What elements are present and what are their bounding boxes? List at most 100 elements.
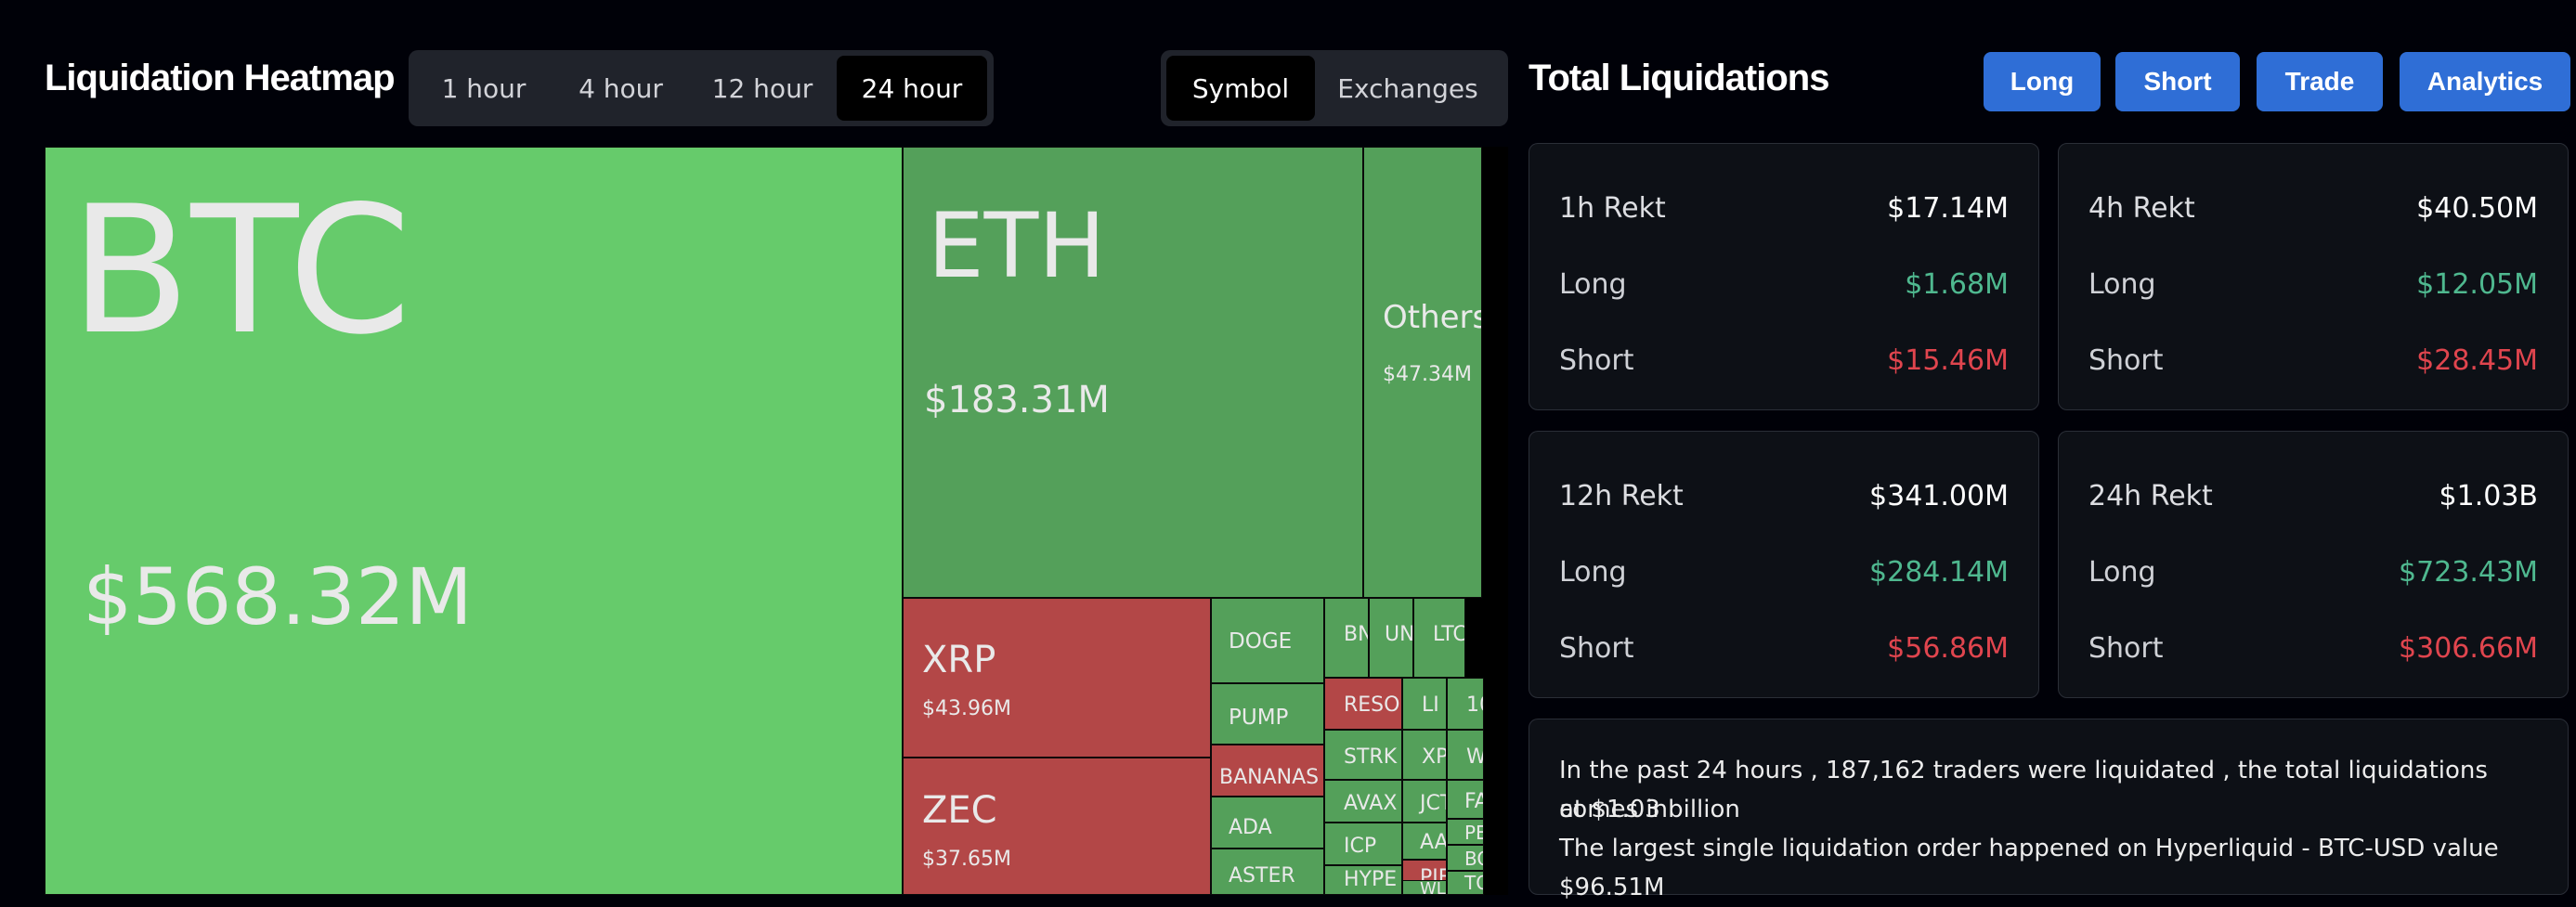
tab-exchanges[interactable]: Exchanges [1337,72,1478,104]
card-total: $341.00M [1869,479,2009,512]
heatmap-tile-eth[interactable]: ETH $183.31M [903,147,1363,598]
heatmap-tile-aster[interactable]: ASTER [1211,849,1324,895]
tile-symbol: PE [1464,822,1483,844]
long-value: $1.68M [1905,267,2009,301]
short-value: $28.45M [2416,343,2538,377]
heatmap-tile-bo[interactable]: BO [1447,845,1484,871]
long-value: $723.43M [2399,555,2538,589]
short-button[interactable]: Short [2115,52,2240,111]
tab-symbol[interactable]: Symbol [1166,56,1315,121]
tile-value: $183.31M [924,379,1110,421]
heatmap-title: Liquidation Heatmap [45,58,396,98]
card-24h-rekt: 24h Rekt $1.03B Long $723.43M Short $306.66… [2058,431,2569,698]
tile-symbol: AAV [1420,831,1447,854]
tile-symbol: FA [1464,790,1483,813]
tile-symbol: XPL [1422,745,1446,769]
short-label: Short [1559,343,1634,377]
summary-line-2: at $1.03 billion [1559,796,1740,823]
heatmap-tile-pe[interactable]: PE [1447,819,1484,845]
tile-symbol: WLI [1420,880,1446,895]
card-title: 24h Rekt [2088,479,2213,512]
tile-symbol: ICP [1344,835,1377,858]
tile-value: $568.32M [83,551,473,642]
tile-symbol: JCT [1420,792,1446,815]
tile-symbol: PUMP [1229,706,1289,730]
timeframe-selector: 1 hour 4 hour 12 hour 24 hour [409,50,994,126]
trade-button[interactable]: Trade [2257,52,2383,111]
heatmap-tile-ltc[interactable]: LTC [1413,598,1465,678]
analytics-button[interactable]: Analytics [2400,52,2570,111]
view-selector: Symbol Exchanges [1161,50,1508,126]
heatmap-tile-avax[interactable]: AVAX [1324,780,1402,823]
heatmap-tile-pump[interactable]: PUMP [1211,683,1324,745]
tile-symbol: RESO [1344,693,1400,717]
card-title: 1h Rekt [1559,191,1666,225]
heatmap-tile-doge[interactable]: DOGE [1211,598,1324,683]
tile-symbol: Others [1383,299,1482,336]
heatmap-tile-jct[interactable]: JCT [1402,780,1447,823]
heatmap-tile-btc[interactable]: BTC $568.32M [45,147,903,895]
heatmap-tile-10[interactable]: 10 [1447,678,1484,730]
tile-symbol: ASTER [1229,864,1295,888]
long-value: $12.05M [2416,267,2538,301]
tile-symbol: BANANAS [1219,766,1320,789]
heatmap-tile-w[interactable]: W [1447,730,1484,780]
tile-value: $37.65M [922,848,1011,871]
tile-symbol: LI [1422,693,1439,717]
heatmap-tile-icp[interactable]: ICP [1324,823,1402,865]
heatmap-tile-li[interactable]: LI [1402,678,1447,730]
short-label: Short [1559,631,1634,665]
heatmap-tile-bananas[interactable]: BANANAS [1211,745,1324,797]
tile-symbol: HYPE [1344,868,1398,891]
tab-12-hour[interactable]: 12 hour [711,72,813,104]
heatmap-tile-zec[interactable]: ZEC $37.65M [903,758,1211,895]
heatmap-tile-wli[interactable]: WLI [1402,880,1447,895]
long-label: Long [2088,555,2156,589]
heatmap-tile-uni[interactable]: UNI [1369,598,1413,678]
tile-value: $47.34M [1383,363,1472,386]
summary-line-1: In the past 24 hours , 187,162 traders w… [1559,757,2488,823]
heatmap-tile-fa[interactable]: FA [1447,780,1484,819]
tile-symbol: ETH [928,194,1106,298]
heatmap-tile-bnb[interactable]: BNB [1324,598,1369,678]
heatmap-tile-ada[interactable]: ADA [1211,797,1324,849]
total-liquidations-title: Total Liquidations [1529,58,1829,98]
tile-symbol: UNI [1385,623,1413,646]
heatmap-tile-xpl[interactable]: XPL [1402,730,1447,780]
tile-symbol: TO [1464,872,1483,894]
short-value: $306.66M [2399,631,2538,665]
tile-symbol: BO [1464,848,1483,870]
card-12h-rekt: 12h Rekt $341.00M Long $284.14M Short $56.8… [1529,431,2039,698]
short-value: $56.86M [1887,631,2009,665]
tab-24-hour[interactable]: 24 hour [837,56,987,121]
heatmap-tile-to[interactable]: TO [1447,871,1484,895]
tile-symbol: 10 [1466,693,1483,717]
heatmap-tile-hype[interactable]: HYPE [1324,865,1402,895]
card-1h-rekt: 1h Rekt $17.14M Long $1.68M Short $15.46M [1529,143,2039,410]
long-button[interactable]: Long [1984,52,2101,111]
heatmap-tile-xrp[interactable]: XRP $43.96M [903,598,1211,758]
tile-symbol: XRP [922,639,996,681]
tile-symbol: AVAX [1344,792,1398,815]
card-total: $17.14M [1887,191,2009,225]
tab-1-hour[interactable]: 1 hour [441,72,527,104]
heatmap-tile-others[interactable]: Others $47.34M [1363,147,1482,598]
tile-symbol: STRK [1344,745,1398,769]
long-label: Long [1559,555,1627,589]
card-4h-rekt: 4h Rekt $40.50M Long $12.05M Short $28.45M [2058,143,2569,410]
liquidation-heatmap: BTC $568.32M ETH $183.31M Others $47.34M XRP $4… [45,147,1508,895]
short-value: $15.46M [1887,343,2009,377]
card-total: $1.03B [2439,479,2538,512]
tab-4-hour[interactable]: 4 hour [579,72,663,104]
card-title: 12h Rekt [1559,479,1684,512]
tile-symbol: DOGE [1229,629,1293,654]
card-title: 4h Rekt [2088,191,2195,225]
tile-symbol: ZEC [922,789,997,832]
heatmap-tile-aav[interactable]: AAV [1402,823,1447,860]
long-label: Long [2088,267,2156,301]
short-label: Short [2088,631,2164,665]
tile-symbol: BTC [70,168,411,373]
heatmap-tile-reso[interactable]: RESO [1324,678,1402,730]
tile-symbol: BNB [1344,623,1368,646]
heatmap-tile-strk[interactable]: STRK [1324,730,1402,780]
